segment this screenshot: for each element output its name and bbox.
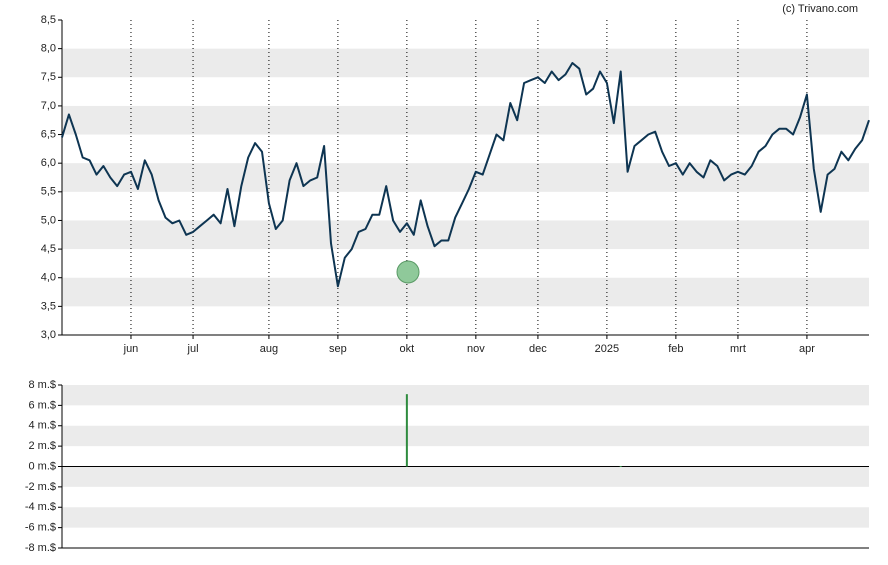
x-tick-label: mrt (730, 343, 746, 355)
grid-band (62, 507, 869, 528)
grid-band (62, 385, 869, 406)
grid-band (62, 48, 869, 78)
y-tick-label: 2 m.$ (28, 440, 56, 452)
grid-band (62, 277, 869, 307)
y-tick-label: 8 m.$ (28, 379, 56, 391)
x-tick-label: jul (187, 343, 199, 355)
y-tick-label: 5,0 (41, 214, 56, 226)
y-tick-label: 7,0 (41, 100, 56, 112)
x-tick-label: apr (799, 343, 815, 355)
credit: (c) Trivano.com (782, 3, 858, 15)
y-tick-label: 0 m.$ (28, 460, 56, 472)
y-tick-label: 8,5 (41, 14, 56, 26)
y-tick-label: 8,0 (41, 43, 56, 55)
event-marker (396, 260, 420, 284)
x-tick-label: okt (400, 343, 415, 355)
grid-band (62, 163, 869, 192)
y-tick-label: 6 m.$ (28, 399, 56, 411)
y-tick-label: 6,5 (41, 128, 56, 140)
x-tick-label: dec (529, 343, 547, 355)
y-tick-label: 4,0 (41, 272, 56, 284)
y-tick-label: 3,5 (41, 300, 56, 312)
x-tick-label: nov (467, 343, 485, 355)
y-tick-label: 6,0 (41, 157, 56, 169)
grid-band (62, 425, 869, 447)
y-tick-label: -8 m.$ (25, 542, 56, 554)
y-tick-label: 7,5 (41, 71, 56, 83)
y-tick-label: 4 m.$ (28, 420, 56, 432)
y-tick-label: -4 m.$ (25, 501, 56, 513)
x-tick-label: jun (123, 343, 139, 355)
y-tick-label: 5,5 (41, 186, 56, 198)
x-tick-label: 2025 (595, 343, 619, 355)
bar (619, 465, 622, 467)
price-line (61, 62, 870, 288)
x-tick-label: sep (329, 343, 347, 355)
bar (405, 394, 408, 467)
grid-band (62, 105, 869, 135)
y-tick-label: 3,0 (41, 329, 56, 341)
x-tick-label: feb (668, 343, 683, 355)
y-tick-label: 4,5 (41, 243, 56, 255)
y-tick-label: -2 m.$ (25, 481, 56, 493)
grid-band (62, 220, 869, 250)
grid-band (62, 466, 869, 487)
y-tick-label: -6 m.$ (25, 522, 56, 534)
x-tick-label: aug (260, 343, 278, 355)
